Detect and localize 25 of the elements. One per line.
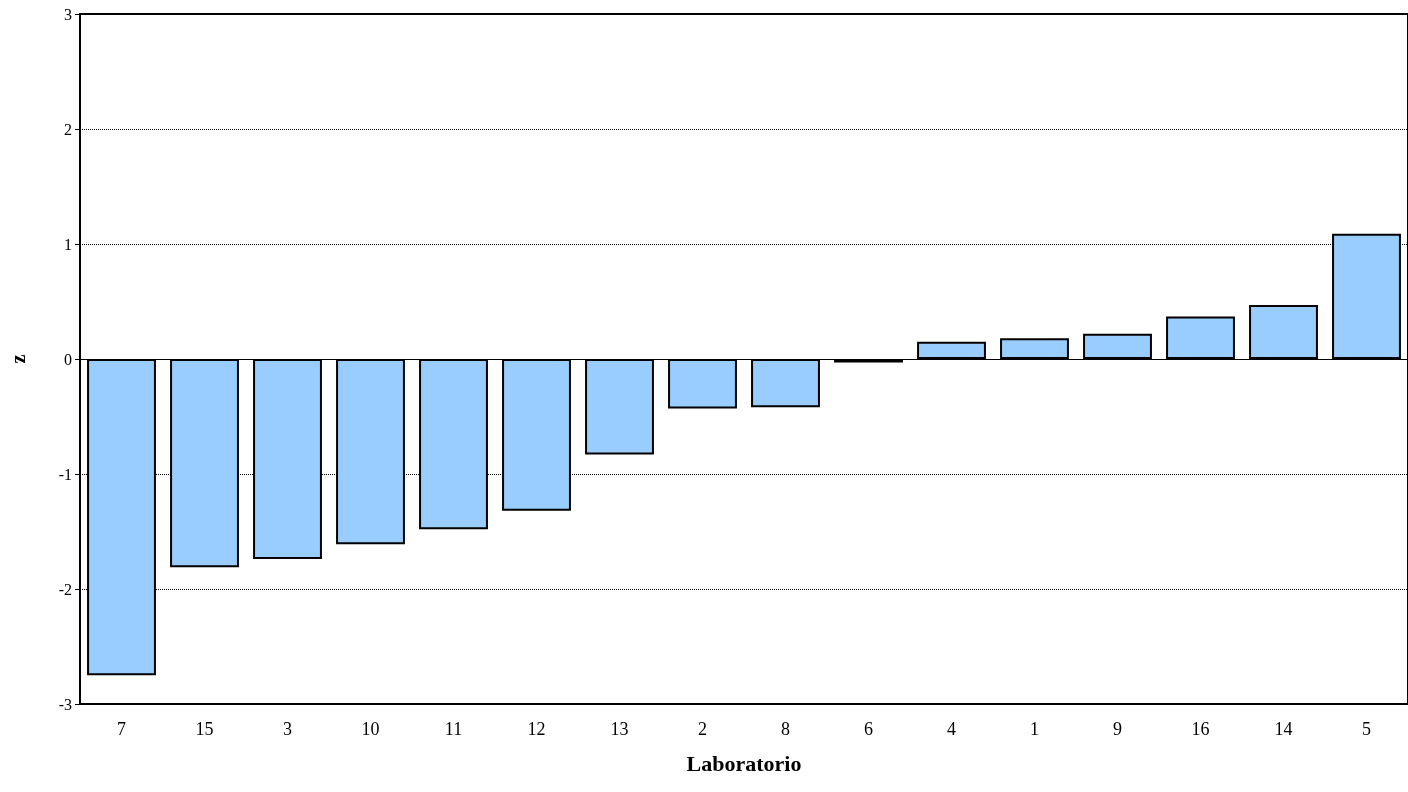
x-tick-label: 10 <box>361 719 380 739</box>
x-tick-label: 1 <box>1030 719 1039 739</box>
x-tick-label: 7 <box>117 719 126 739</box>
x-tick-label: 13 <box>610 719 629 739</box>
x-tick-label: 16 <box>1191 719 1210 739</box>
y-tick-label: 3 <box>64 5 72 23</box>
x-tick-label: 11 <box>444 719 463 739</box>
x-tick-label: 12 <box>527 719 546 739</box>
x-tick-label: 14 <box>1274 719 1293 739</box>
y-tick-label: 2 <box>64 120 72 138</box>
y-tick-label: -3 <box>58 695 72 713</box>
x-axis-title: Laboratorio <box>686 750 802 776</box>
x-tick-label: 15 <box>195 719 214 739</box>
x-tick-label: 5 <box>1362 719 1371 739</box>
y-tick-label: 0 <box>64 350 72 368</box>
x-tick-label: 6 <box>864 719 873 739</box>
x-tick-label: 2 <box>698 719 707 739</box>
y-tick-label: -1 <box>58 465 72 483</box>
y-tick-label: 1 <box>64 235 72 253</box>
x-tick-label: 4 <box>947 719 956 739</box>
y-axis-title: z <box>7 354 29 364</box>
x-tick-label: 9 <box>1113 719 1122 739</box>
y-tick-label: -2 <box>58 580 72 598</box>
x-tick-label: 3 <box>283 719 292 739</box>
x-tick-label: 8 <box>781 719 790 739</box>
